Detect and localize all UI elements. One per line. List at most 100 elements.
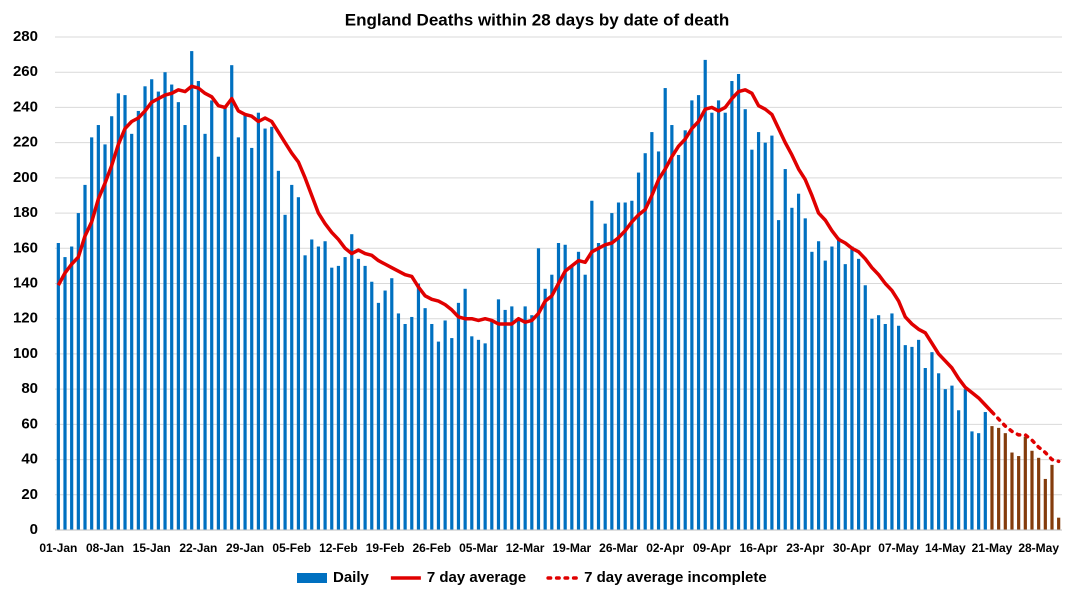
bar — [463, 288, 467, 530]
bar — [550, 274, 554, 530]
bar — [643, 153, 647, 530]
bar — [810, 251, 814, 531]
bar — [203, 133, 207, 530]
bar — [96, 125, 100, 531]
bar — [683, 130, 687, 530]
bar — [316, 246, 321, 530]
bar — [977, 433, 981, 530]
bar — [516, 318, 521, 530]
bar — [276, 170, 281, 531]
bar — [283, 214, 287, 530]
legend-swatch — [297, 573, 327, 583]
bar — [70, 246, 74, 530]
bar — [303, 255, 307, 531]
bar — [250, 147, 254, 531]
bar — [703, 59, 707, 531]
bar — [510, 306, 514, 530]
bar — [656, 151, 661, 531]
bar — [743, 109, 747, 531]
bar — [997, 427, 1001, 530]
bar — [816, 241, 821, 530]
bar — [343, 257, 347, 530]
bar — [116, 93, 120, 530]
bar — [970, 431, 974, 530]
bar — [56, 243, 60, 530]
bar — [450, 338, 454, 530]
x-tick-label: 15-Jan — [133, 541, 171, 555]
x-tick-label: 30-Apr — [833, 541, 871, 555]
bar — [950, 385, 954, 530]
x-tick-label: 05-Feb — [272, 541, 311, 555]
x-tick-label: 26-Feb — [412, 541, 451, 555]
y-tick-label: 220 — [13, 134, 38, 151]
bar — [923, 368, 927, 530]
y-tick-label: 20 — [21, 486, 38, 503]
bar — [1023, 436, 1027, 530]
y-tick-label: 0 — [30, 521, 38, 538]
y-tick-label: 160 — [13, 239, 38, 256]
bar — [376, 302, 381, 530]
y-tick-label: 80 — [21, 380, 38, 397]
bar — [83, 184, 87, 530]
y-tick-label: 240 — [13, 98, 38, 115]
bar — [1050, 464, 1054, 530]
x-tick-label: 22-Jan — [179, 541, 217, 555]
bar — [983, 412, 987, 530]
y-tick-label: 260 — [13, 63, 38, 80]
bar — [596, 243, 601, 530]
x-tick-label: 08-Jan — [86, 541, 124, 555]
bar — [483, 343, 487, 530]
bar — [336, 265, 341, 530]
bar — [490, 320, 494, 530]
bar — [783, 169, 787, 530]
bar — [1030, 450, 1034, 530]
bar — [130, 133, 134, 530]
bar — [623, 202, 627, 530]
bar — [496, 299, 501, 530]
y-tick-label: 180 — [13, 204, 38, 221]
bar — [436, 341, 441, 530]
bar — [897, 325, 901, 530]
bar — [850, 246, 854, 530]
bar — [410, 316, 414, 530]
bar — [823, 260, 827, 530]
y-tick-label: 280 — [13, 28, 38, 45]
bar — [723, 112, 727, 530]
bar — [223, 107, 227, 530]
bar — [210, 100, 214, 530]
line — [990, 410, 1061, 464]
bar — [156, 91, 160, 530]
bar — [583, 274, 587, 530]
bar — [676, 154, 681, 531]
y-tick-label: 60 — [21, 415, 38, 432]
bar — [423, 308, 427, 530]
bar — [150, 79, 154, 530]
bar — [750, 149, 754, 530]
bar — [937, 373, 941, 530]
bar — [863, 285, 867, 530]
bar — [1003, 433, 1007, 530]
x-tick-label: 26-Mar — [599, 541, 638, 555]
bar — [103, 144, 107, 530]
bar — [243, 114, 247, 530]
bar — [990, 426, 994, 530]
bar — [790, 207, 794, 530]
bar — [710, 112, 714, 530]
x-tick-label: 29-Jan — [226, 541, 264, 555]
bar — [1010, 452, 1014, 530]
bar — [1043, 478, 1047, 530]
bar — [310, 239, 314, 530]
bar — [76, 213, 80, 531]
bar — [910, 346, 914, 530]
bar — [123, 95, 127, 530]
bar — [756, 132, 761, 531]
x-tick-label: 19-Feb — [366, 541, 405, 555]
bar — [736, 73, 741, 530]
x-tick-label: 02-Apr — [646, 541, 684, 555]
bar — [690, 100, 694, 530]
bar — [330, 267, 334, 530]
bar — [636, 172, 641, 530]
bar — [630, 200, 634, 530]
bar — [543, 288, 547, 530]
